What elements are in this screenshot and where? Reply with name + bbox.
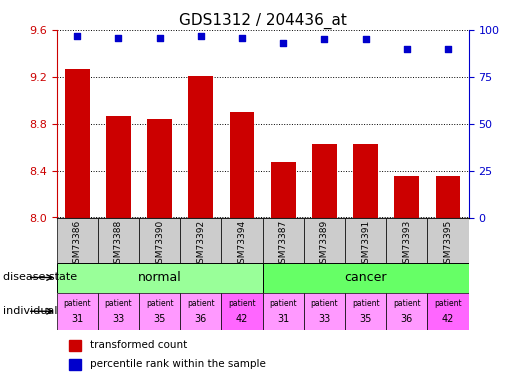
Bar (69, 339, 81, 351)
Bar (386, 292, 427, 330)
Text: patient: patient (146, 298, 174, 307)
Bar (106, 116, 131, 218)
Bar (230, 112, 254, 218)
Bar (263, 217, 304, 262)
Text: 42: 42 (236, 315, 248, 324)
Text: 36: 36 (401, 315, 413, 324)
Text: 35: 35 (359, 315, 372, 324)
Bar (98, 217, 139, 262)
Bar (139, 217, 180, 262)
Text: GSM73387: GSM73387 (279, 220, 288, 269)
Text: patient: patient (269, 298, 297, 307)
Text: patient: patient (63, 298, 91, 307)
Bar (263, 292, 304, 330)
Point (114, 34, 123, 40)
Text: 36: 36 (195, 315, 207, 324)
Text: normal: normal (138, 271, 181, 284)
Text: patient: patient (187, 298, 215, 307)
Bar (345, 292, 386, 330)
Bar (304, 292, 345, 330)
Point (403, 46, 411, 52)
Text: GSM73395: GSM73395 (443, 220, 453, 269)
Text: GSM73390: GSM73390 (155, 220, 164, 269)
Text: GSM73386: GSM73386 (73, 220, 82, 269)
Bar (345, 217, 386, 262)
Bar (427, 217, 469, 262)
Point (362, 36, 370, 42)
Text: percentile rank within the sample: percentile rank within the sample (90, 359, 266, 369)
Bar (436, 177, 460, 218)
Bar (57, 262, 263, 292)
Text: 31: 31 (71, 315, 83, 324)
Text: patient: patient (352, 298, 380, 307)
Bar (394, 177, 419, 218)
Text: disease state: disease state (3, 272, 77, 282)
Point (156, 34, 164, 40)
Point (444, 46, 452, 52)
Text: patient: patient (434, 298, 462, 307)
Text: GSM73392: GSM73392 (196, 220, 205, 269)
Bar (57, 292, 98, 330)
Text: transformed count: transformed count (90, 340, 187, 350)
Bar (304, 217, 345, 262)
Bar (65, 69, 90, 218)
Point (238, 34, 246, 40)
Point (197, 33, 205, 39)
Title: GDS1312 / 204436_at: GDS1312 / 204436_at (179, 12, 347, 28)
Bar (221, 292, 263, 330)
Text: GSM73389: GSM73389 (320, 220, 329, 269)
Bar (188, 76, 213, 217)
Point (320, 36, 329, 42)
Bar (180, 217, 221, 262)
Bar (263, 262, 469, 292)
Point (73, 33, 81, 39)
Text: individual: individual (3, 306, 57, 315)
Point (279, 40, 287, 46)
Bar (271, 162, 296, 218)
Text: 33: 33 (112, 315, 125, 324)
Bar (139, 292, 180, 330)
Bar (427, 292, 469, 330)
Text: 42: 42 (442, 315, 454, 324)
Bar (69, 358, 81, 370)
Text: GSM73393: GSM73393 (402, 220, 411, 269)
Text: cancer: cancer (345, 271, 387, 284)
Bar (312, 144, 337, 218)
Bar (386, 217, 427, 262)
Text: GSM73388: GSM73388 (114, 220, 123, 269)
Bar (221, 217, 263, 262)
Bar (353, 144, 378, 218)
Text: patient: patient (105, 298, 132, 307)
Bar (147, 119, 172, 218)
Bar (180, 292, 221, 330)
Text: 33: 33 (318, 315, 331, 324)
Text: 31: 31 (277, 315, 289, 324)
Bar (57, 217, 98, 262)
Text: GSM73394: GSM73394 (237, 220, 247, 269)
Text: patient: patient (228, 298, 256, 307)
Text: patient: patient (393, 298, 421, 307)
Text: patient: patient (311, 298, 338, 307)
Text: 35: 35 (153, 315, 166, 324)
Text: GSM73391: GSM73391 (361, 220, 370, 269)
Bar (98, 292, 139, 330)
